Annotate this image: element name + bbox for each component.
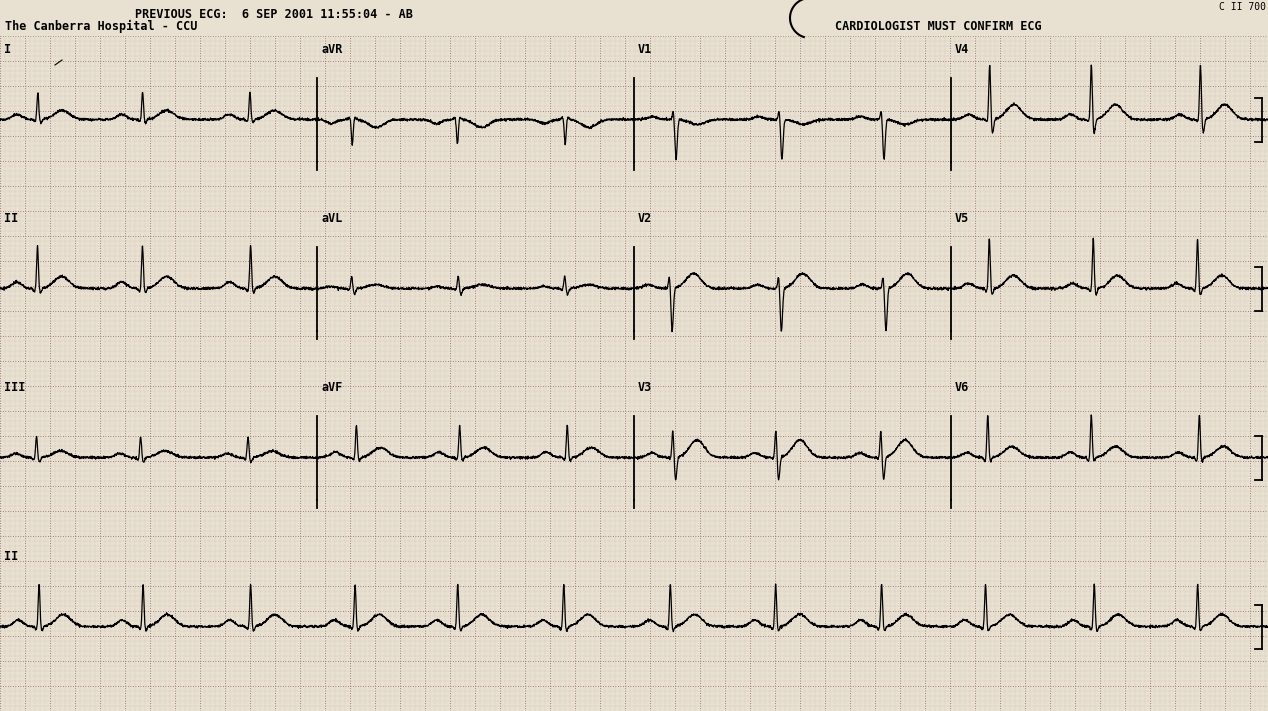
Text: V6: V6 <box>955 381 969 394</box>
Text: V5: V5 <box>955 212 969 225</box>
Text: II: II <box>4 550 18 563</box>
Text: The Canberra Hospital - CCU: The Canberra Hospital - CCU <box>5 20 198 33</box>
Text: C II 700: C II 700 <box>1219 2 1265 12</box>
Text: aVF: aVF <box>321 381 342 394</box>
Text: V1: V1 <box>638 43 652 56</box>
Text: aVL: aVL <box>321 212 342 225</box>
Text: V4: V4 <box>955 43 969 56</box>
Text: PREVIOUS ECG:  6 SEP 2001 11:55:04 - AB: PREVIOUS ECG: 6 SEP 2001 11:55:04 - AB <box>134 8 413 21</box>
Text: II: II <box>4 212 18 225</box>
Text: V3: V3 <box>638 381 652 394</box>
Text: III: III <box>4 381 25 394</box>
Text: CARDIOLOGIST MUST CONFIRM ECG: CARDIOLOGIST MUST CONFIRM ECG <box>836 20 1041 33</box>
Text: aVR: aVR <box>321 43 342 56</box>
Text: I: I <box>4 43 11 56</box>
Text: V2: V2 <box>638 212 652 225</box>
